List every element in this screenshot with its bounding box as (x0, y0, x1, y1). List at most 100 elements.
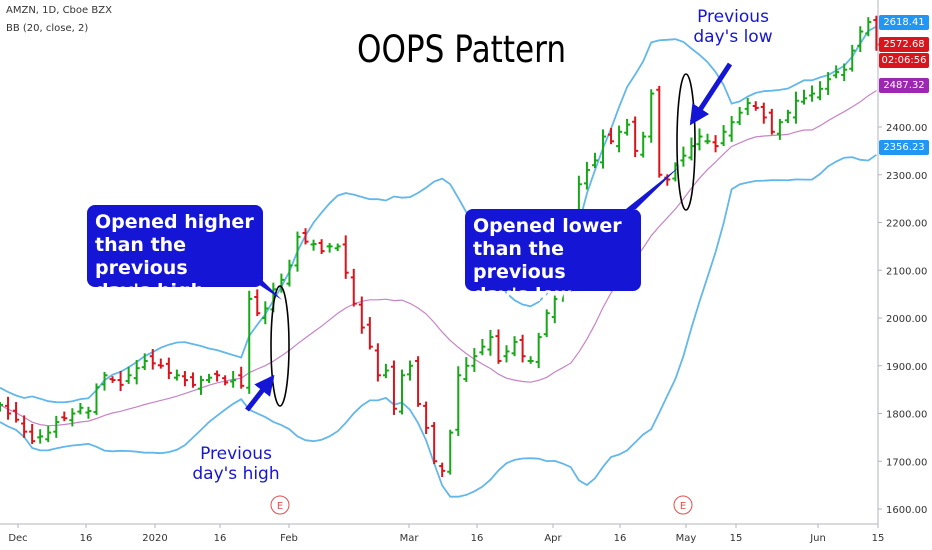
ohlc-bar (543, 309, 550, 338)
ohlc-bar (399, 369, 405, 415)
ohlc-bar (415, 356, 422, 407)
ohlc-bar (712, 135, 719, 153)
ohlc-bar (720, 125, 727, 147)
price-tick-label: 2400.00 (886, 123, 927, 134)
pattern-ellipse-left (270, 285, 290, 407)
ohlc-bar (53, 415, 60, 438)
ohlc-bar (61, 411, 68, 422)
ohlc-bar (463, 357, 470, 382)
ohlc-bar (447, 429, 454, 475)
price-tick-label: 2300.00 (886, 171, 927, 182)
time-tick-label: May (676, 533, 697, 544)
ohlc-bar (744, 97, 751, 116)
ohlc-bar (640, 131, 647, 158)
ohlc-bar (93, 383, 100, 415)
ohlc-bar (382, 363, 389, 379)
earnings-marker: E (673, 495, 693, 515)
ohlc-bar (503, 345, 510, 363)
lower-band-price-tag: 2356.23 (879, 140, 929, 156)
ohlc-bar (101, 371, 108, 391)
ohlc-bar (342, 235, 349, 279)
time-tick-label: Apr (544, 533, 562, 544)
ohlc-bar (423, 401, 430, 435)
ohlc-bar (688, 137, 695, 161)
bb-lower-band (0, 154, 877, 498)
ohlc-bar (302, 228, 309, 245)
earnings-marker: E (270, 495, 290, 515)
ohlc-bar (149, 349, 156, 370)
ohlc-bar (616, 125, 623, 153)
arrow-previous-low (689, 62, 733, 126)
time-tick-label: 2020 (142, 533, 167, 544)
ohlc-bar (286, 259, 293, 287)
ohlc-bar (407, 360, 414, 381)
ohlc-bar (608, 127, 615, 145)
ohlc-bar (680, 146, 687, 167)
ohlc-bar (431, 422, 438, 465)
ohlc-bar (784, 109, 791, 124)
ohlc-bar (760, 102, 767, 124)
ohlc-bar (479, 339, 486, 356)
callout-opened-lower: Opened lower than the previous day's low… (465, 209, 641, 306)
ohlc-bar (77, 402, 84, 415)
bb-upper-band (0, 25, 877, 404)
ohlc-bar (350, 268, 357, 307)
ohlc-bar (206, 373, 213, 383)
ohlc-bar (310, 239, 317, 251)
ohlc-bar (825, 72, 832, 96)
ohlc-bar (624, 118, 631, 136)
ohlc-bar (117, 371, 124, 392)
ohlc-bar (5, 396, 12, 420)
ohlc-bar (238, 366, 245, 389)
time-tick-label: Jun (809, 533, 826, 544)
basis-price-tag: 2487.32 (879, 77, 929, 93)
price-tick-label: 1600.00 (886, 505, 927, 516)
callout-opened-higher: Opened higher than the previous day's hi… (87, 205, 263, 302)
time-tick-label: Feb (280, 533, 298, 544)
ohlc-bar (551, 295, 558, 324)
ohlc-bar (222, 375, 229, 386)
svg-text:E: E (277, 501, 283, 512)
chart-title: OOPS Pattern (357, 28, 567, 71)
ohlc-bar (181, 371, 188, 387)
time-tick-label: 16 (614, 533, 627, 544)
ohlc-bar (455, 366, 462, 436)
ohlc-bar (334, 243, 341, 252)
ohlc-bar (865, 17, 872, 37)
ohlc-bar (849, 44, 856, 72)
bb-basis-line (0, 90, 877, 427)
price-tick-label: 1700.00 (886, 457, 927, 468)
arrow-previous-high (245, 374, 275, 412)
ohlc-bar (109, 376, 116, 383)
ohlc-bar (801, 89, 807, 105)
ohlc-bar (519, 334, 526, 363)
ohlc-bar (262, 301, 269, 325)
ohlc-bar (85, 406, 92, 419)
time-tick-label: 15 (872, 533, 885, 544)
ohlc-bar (358, 296, 365, 334)
ohlc-bar (366, 317, 373, 350)
ohlc-bar (857, 26, 864, 53)
time-tick-label: 16 (214, 533, 227, 544)
ohlc-bar (141, 353, 148, 371)
ohlc-bar (294, 231, 301, 272)
ohlc-bar (125, 366, 132, 384)
ohlc-bar (21, 415, 28, 438)
ohlc-bar (230, 371, 237, 388)
ohlc-bar (0, 402, 3, 412)
indicator-info: BB (20, close, 2) (6, 23, 89, 34)
ohlc-bar (439, 462, 446, 478)
time-tick-label: Dec (8, 533, 27, 544)
ohlc-bar (189, 372, 196, 388)
pattern-ellipse-right (676, 73, 696, 211)
ohlc-bar (591, 152, 598, 169)
ohlc-bar (704, 133, 711, 145)
ohlc-bar (809, 85, 816, 102)
price-tick-label: 2100.00 (886, 266, 927, 277)
ohlc-bar (776, 118, 783, 140)
ohlc-bar (833, 65, 840, 79)
ohlc-bar (157, 358, 164, 369)
symbol-info: AMZN, 1D, Cboe BZX (6, 5, 112, 16)
